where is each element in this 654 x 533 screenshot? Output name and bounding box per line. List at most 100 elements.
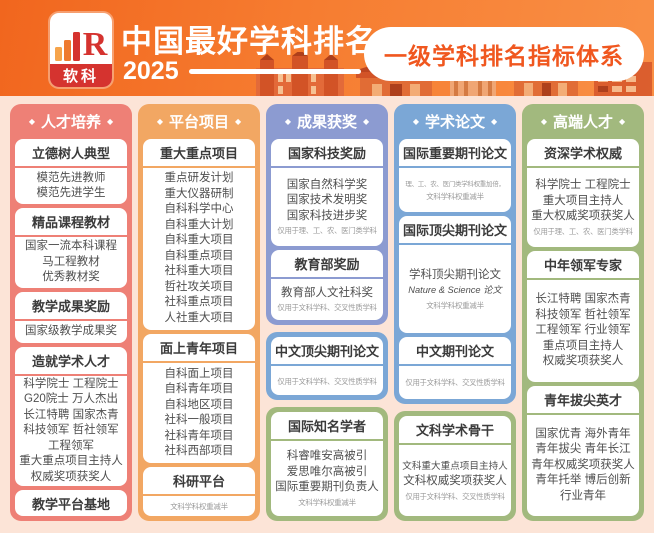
section-title: 文科学术骨干 (399, 416, 511, 445)
block-humanities-academic-backbone: 文科学术骨干文科重大重点项目主持人 文科权威奖项获奖人 仅用于文科学科、交叉性质学科 (394, 410, 516, 521)
indicator-section: 精品课程教材 国家一流本科课程 马工程教材 优秀教材奖 (15, 208, 127, 289)
diamond-icon: ◆ (412, 116, 419, 126)
indicator-item: 人社重大项目 (164, 311, 234, 324)
edition-year-row: 2025 (123, 57, 361, 86)
indicator-item: 行业青年 (560, 489, 606, 502)
indicator-item: 模范先进教师 (36, 171, 106, 184)
section-items: 国家一流本科课程 马工程教材 优秀教材奖 (15, 237, 127, 288)
indicator-item: 自科地区项目 (164, 398, 234, 411)
indicator-item: 国家科技进步奖 (286, 209, 368, 222)
indicator-item: G20院士 万人杰出 (24, 393, 118, 406)
category-label: 高端人才 (552, 114, 613, 131)
section-title: 国际顶尖期刊论文 (399, 216, 511, 246)
indicator-item: 科技领军 哲社领军 (23, 424, 119, 437)
category-label: 人才培养 (40, 114, 101, 131)
diamond-icon: ◆ (284, 116, 291, 126)
section-items: 科学院士 工程院士 G20院士 万人杰出 长江特聘 国家杰青 科技领军 哲社领军 工程领… (15, 376, 127, 487)
section-items: 国家优青 海外青年 青年拔尖 青年长江 青年权威奖项获奖人 青年托举 博后创新 行业青年 (527, 415, 639, 516)
section-title: 立德树人典型 (15, 139, 127, 168)
section-items: 教育部人文社科奖 仅用于文科学科、交叉性质学科 (271, 279, 383, 320)
section-items: 科学院士 工程院士 重大项目主持人 重大权威奖项获奖人 仅用于理、工、农、医门类学科 (527, 168, 639, 247)
indicator-item: 长江特聘 国家杰青 (535, 293, 631, 306)
section-note: 仅用于文科学科、交叉性质学科 (405, 378, 505, 388)
indicator-item: 国际重要期刊负责人 (275, 481, 379, 494)
diamond-icon: ◆ (28, 116, 35, 126)
section-items: 重点研发计划 重大仪器研制 自科科学中心 自科重大计划 自科重大项目 自科重点项目 社科重大… (143, 168, 255, 330)
section-note: 仅用于文科学科、交叉性质学科 (277, 303, 377, 313)
page-title: 中国最好学科排名 (121, 24, 377, 59)
indicator-item: 重点研发计划 (164, 172, 234, 185)
diamond-icon: ◆ (235, 116, 242, 126)
column-1: ◆ 人才培养 ◆ 立德树人典型 模范先进教师 模范先进学生 精品课程教材 国家一流本科课程 马工… (10, 104, 132, 521)
logo-letter-r: R (82, 25, 108, 63)
indicator-item: 科睿唯安高被引 (286, 450, 368, 463)
block-international-renowned-scholars: 国际知名学者 科睿唯安高被引 爱思唯尔高被引 国际重要期刊负责人 文科学科权重减半 (266, 406, 388, 521)
column-3: ◆ 成果获奖 ◆ 国家科技奖励 国家自然科学奖 国家技术发明奖 国家科技进步奖 仅用于理、工、… (266, 104, 388, 521)
section-title: 资深学术权威 (527, 139, 639, 168)
indicator-item: 文科权威奖项获奖人 (403, 475, 507, 488)
category-header-talent-cultivation: ◆ 人才培养 ◆ (15, 109, 127, 135)
ranking-bars-icon: R (50, 13, 112, 62)
category-header-high-end-talent: ◆ 高端人才 ◆ (527, 109, 639, 135)
column-4: ◆ 学术论文 ◆ 国际重要期刊论文 理、工、农、医门类学科权重加倍， 文科学科权重减半 国际… (394, 104, 516, 521)
section-note: 文科学科权重减半 (426, 192, 484, 202)
indicator-section: 教学平台基地 (15, 490, 127, 517)
indicator-item: 社科西部项目 (164, 445, 234, 458)
edition-year: 2025 (123, 57, 179, 85)
section-note: 仅用于文科学科、交叉性质学科 (405, 491, 505, 501)
section-title: 教学成果奖励 (15, 292, 127, 322)
indicator-item: 文科重大重点项目主持人 (402, 460, 508, 472)
indicator-section: 中文期刊论文 仅用于文科学科、交叉性质学科 (399, 337, 511, 399)
indicator-item: 教育部人文社科奖 (281, 286, 373, 299)
indicator-section: 青年拔尖英才 国家优青 海外青年 青年拔尖 青年长江 青年权威奖项获奖人 青年托举 博后… (527, 385, 639, 516)
indicator-section: 教学成果奖励国家级教学成果奖 (15, 292, 127, 343)
indicator-item: 工程领军 行业领军 (535, 324, 631, 337)
indicator-item: 马工程教材 (42, 255, 100, 268)
section-note: 仅用于理、工、农、医门类学科 (277, 226, 377, 236)
indicator-item: 模范先进学生 (36, 187, 106, 200)
bar-icon (72, 32, 80, 61)
section-title: 教学平台基地 (31, 497, 110, 513)
columns: ◆ 人才培养 ◆ 立德树人典型 模范先进教师 模范先进学生 精品课程教材 国家一流本科课程 马工… (0, 96, 654, 533)
section-note: 仅用于理、工、农、医门类学科 (533, 226, 633, 236)
indicator-section: 文科学术骨干文科重大重点项目主持人 文科权威奖项获奖人 仅用于文科学科、交叉性质学科 (399, 415, 511, 516)
section-note: 仅用于文科学科、交叉性质学科 (277, 376, 377, 386)
section-items: 自科面上项目 自科青年项目 自科地区项目 社科一般项目 社科青年项目 社科西部项目 (143, 363, 255, 463)
indicator-section: 面上青年项目 自科面上项目 自科青年项目 自科地区项目 社科一般项目 社科青年项目 社科西部… (143, 333, 255, 464)
indicator-item: 优秀教材奖 (42, 271, 100, 284)
subtitle-badge: 一级学科排名指标体系 (364, 27, 644, 81)
section-note: 文科学科权重减半 (170, 502, 228, 512)
indicator-item: 国家技术发明奖 (286, 194, 368, 207)
indicator-item: 青年权威奖项获奖人 (531, 458, 635, 471)
block-platform-projects: ◆ 平台项目 ◆ 重大重点项目 重点研发计划 重大仪器研制 自科科学中心 自科重大计划 自科重大… (138, 104, 260, 521)
indicator-item: 科学院士 工程院士 (535, 179, 631, 192)
section-title: 国家科技奖励 (271, 139, 383, 168)
indicator-item: 青年拔尖 青年长江 (535, 443, 631, 456)
diamond-icon: ◆ (156, 116, 163, 126)
block-talent-cultivation: ◆ 人才培养 ◆ 立德树人典型 模范先进教师 模范先进学生 精品课程教材 国家一流本科课程 马工… (10, 104, 132, 521)
indicator-section: 造就学术人才 科学院士 工程院士 G20院士 万人杰出 长江特聘 国家杰青 科技领军 哲… (15, 346, 127, 487)
indicator-item: 社科重大项目 (164, 265, 234, 278)
shanghairanking-logo: R 软科 (50, 13, 112, 87)
section-items: 模范先进教师 模范先进学生 (15, 168, 127, 204)
section-title: 科研平台 (143, 467, 255, 497)
diamond-icon: ◆ (363, 116, 370, 126)
indicator-item: 自科科学中心 (164, 203, 234, 216)
indicator-item: 自科青年项目 (164, 383, 234, 396)
indicator-item: 重点项目主持人 (542, 339, 624, 352)
section-items: 国家级教学成果奖 (15, 321, 127, 342)
section-items: 科睿唯安高被引 爱思唯尔高被引 国际重要期刊负责人 文科学科权重减半 (271, 441, 383, 516)
indicator-section: 科研平台文科学科权重减半 (143, 467, 255, 516)
indicator-item: 国家级教学成果奖 (25, 325, 117, 338)
section-items: 国家自然科学奖 国家技术发明奖 国家科技进步奖 仅用于理、工、农、医门类学科 (271, 168, 383, 246)
block-chinese-top-journal-papers: 中文顶尖期刊论文 仅用于文科学科、交叉性质学科 (266, 332, 388, 400)
logo-brand-label: 软科 (50, 62, 112, 87)
indicator-section: 教育部奖励 教育部人文社科奖 仅用于文科学科、交叉性质学科 (271, 250, 383, 321)
title-underline (188, 69, 361, 74)
indicator-section: 中年领军专家 长江特聘 国家杰青 科技领军 哲社领军 工程领军 行业领军 重点项目主持人… (527, 251, 639, 382)
category-label: 成果获奖 (296, 114, 357, 131)
indicator-item: 自科重大项目 (164, 234, 234, 247)
diamond-icon: ◆ (491, 116, 498, 126)
section-note: 文科学科权重减半 (426, 300, 484, 310)
